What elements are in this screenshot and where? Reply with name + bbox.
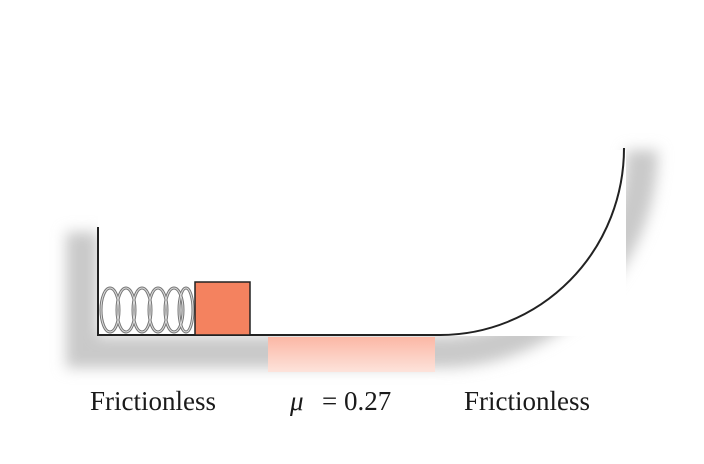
mu-value: = 0.27: [322, 386, 391, 416]
track-shadow: [66, 150, 658, 368]
left-label: Frictionless: [90, 386, 216, 416]
spring: [99, 286, 195, 334]
friction-patch: [268, 337, 435, 372]
right-label: Frictionless: [464, 386, 590, 416]
track: [97, 147, 625, 336]
mu-symbol: μ: [289, 386, 304, 416]
block: [194, 281, 251, 336]
